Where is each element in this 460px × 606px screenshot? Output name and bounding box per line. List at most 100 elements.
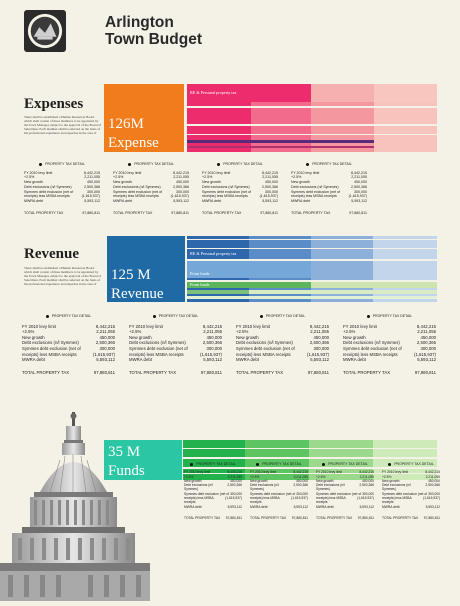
row-label: FY 2010 levy limit — [343, 323, 377, 329]
row-value: 300,000 — [87, 189, 100, 194]
total-value: 97,880,811 — [225, 515, 242, 520]
funds-total-block: 35 M Funds — [104, 440, 182, 480]
total-value: 97,880,811 — [423, 515, 440, 520]
row-value: 450,000 — [265, 180, 278, 185]
row-label: MWRA debt — [343, 357, 366, 363]
total-value: 97,880,811 — [291, 515, 308, 520]
row-label: +2.5% — [184, 474, 194, 479]
row-value: 2,211,055 — [417, 329, 436, 335]
row-label: FY 2010 levy limit — [202, 170, 231, 175]
tax-detail-column: PROPERTY TAX DETAIL FY 2010 levy limit 8,… — [250, 462, 308, 520]
row-value: 2,500,366 — [173, 184, 189, 189]
row-value: 2,500,366 — [84, 184, 100, 189]
row-value: 8,442,215 — [173, 170, 189, 175]
tax-detail-column: PROPERTY TAX DETAIL FY 2010 levy limit 8,… — [236, 314, 329, 375]
row-label: New growth — [129, 334, 152, 340]
row-label: FY 2010 levy limit — [291, 170, 320, 175]
row-value: 2,500,366 — [416, 340, 436, 346]
tax-detail-column: PROPERTY TAX DETAIL FY 2010 levy limit 8,… — [316, 462, 374, 520]
row-label: receipts) less MSBA receipts — [24, 194, 70, 199]
row-value: 8,442,215 — [309, 323, 329, 329]
row-value: 2,211,055 — [351, 175, 367, 180]
row-label: MWRA debt — [316, 504, 334, 509]
row-value: 450,000 — [206, 334, 222, 340]
total-label: TOTAL PROPERTY TAX — [250, 515, 287, 520]
row-label: New growth — [22, 334, 45, 340]
row-label: +2.5% — [250, 474, 260, 479]
row-value: 2,211,055 — [293, 474, 308, 479]
row-value: 8,442,215 — [351, 170, 367, 175]
row-label: MWRA debt — [250, 504, 268, 509]
row-value: 8,442,215 — [84, 170, 100, 175]
town-seal — [24, 10, 66, 52]
row-label: Debt exclusions (n/l Symmes) — [24, 184, 72, 189]
row-label: FY 2010 levy limit — [250, 470, 276, 475]
row-label: Symmes debt exclusion (net of — [184, 491, 230, 496]
row-value: 8,442,215 — [425, 470, 440, 475]
tax-detail-heading: PROPERTY TAX DETAIL — [129, 314, 222, 320]
tax-detail-heading: PROPERTY TAX DETAIL — [316, 462, 374, 466]
revenue-band-label-2: From funds — [190, 271, 210, 276]
expense-band-label: RE & Personal property tax — [190, 90, 237, 95]
row-label: Symmes debt exclusion (net of — [24, 189, 74, 194]
row-label: Debt exclusions (n/l Symmes) — [184, 483, 213, 492]
funds-bands — [183, 440, 437, 480]
row-value: 5,593,112 — [359, 504, 374, 509]
page-title: Arlington Town Budget — [105, 14, 202, 48]
row-label: Symmes debt exclusion (net of — [129, 345, 188, 351]
row-label: FY 2010 levy limit — [316, 470, 342, 475]
row-label: New growth — [250, 478, 268, 483]
row-label: MWRA debt — [202, 198, 222, 203]
row-label: MWRA debt — [113, 198, 133, 203]
row-label: MWRA debt — [382, 504, 400, 509]
total-label: TOTAL PROPERTY TAX — [113, 210, 153, 215]
row-value: 5,593,112 — [203, 357, 222, 363]
total-value: 97,880,811 — [93, 369, 115, 375]
revenue-heading: Revenue — [24, 246, 79, 262]
row-label: Symmes debt exclusion (net of — [250, 491, 296, 496]
total-value: 97,880,811 — [307, 369, 329, 375]
row-label: +2.5% — [202, 175, 213, 180]
row-label: MWRA debt — [22, 357, 45, 363]
row-label: +2.5% — [236, 329, 249, 335]
row-value: (1,615,937) — [423, 496, 440, 501]
total-value: 97,880,811 — [171, 210, 189, 215]
revenue-band-label-1: RE & Personal property tax — [190, 251, 237, 256]
row-label: Symmes debt exclusion (net of — [113, 189, 163, 194]
tax-detail-heading: PROPERTY TAX DETAIL — [250, 462, 308, 466]
total-value: 97,880,811 — [349, 210, 367, 215]
row-value: 5,593,112 — [227, 504, 242, 509]
expense-bands: RE & Personal property tax — [187, 84, 437, 152]
row-value: 2,500,366 — [425, 483, 440, 488]
row-label: FY 2010 levy limit — [22, 323, 56, 329]
funds-tax-details: PROPERTY TAX DETAIL FY 2010 levy limit 8,… — [184, 462, 440, 520]
revenue-bands: RE & Personal property tax From funds Fr… — [187, 236, 437, 302]
row-value: 2,211,055 — [173, 175, 189, 180]
row-label: +2.5% — [382, 474, 392, 479]
row-label: receipts) less MSBA receipts — [202, 194, 248, 199]
revenue-band-label-3: From funds — [190, 282, 210, 287]
row-value: 5,593,112 — [173, 198, 189, 203]
row-value: 450,000 — [354, 180, 367, 185]
tax-detail-column: PROPERTY TAX DETAIL FY 2010 levy limit 8,… — [24, 162, 100, 215]
row-value: 300,000 — [362, 491, 374, 496]
row-label: MWRA debt — [129, 357, 152, 363]
row-value: 8,442,215 — [227, 470, 242, 475]
row-value: 450,000 — [313, 334, 329, 340]
expense-amount: 126M — [108, 116, 144, 132]
row-label: Debt exclusions (n/l Symmes) — [291, 184, 339, 189]
row-value: (1,615,937) — [170, 194, 189, 199]
row-value: 450,000 — [176, 180, 189, 185]
total-label: TOTAL PROPERTY TAX — [129, 369, 177, 375]
row-value: 2,211,055 — [84, 175, 100, 180]
total-label: TOTAL PROPERTY TAX — [22, 369, 70, 375]
total-label: TOTAL PROPERTY TAX — [202, 210, 242, 215]
row-label: MWRA debt — [24, 198, 44, 203]
tax-detail-column: PROPERTY TAX DETAIL FY 2010 levy limit 8,… — [382, 462, 440, 520]
row-value: 300,000 — [354, 189, 367, 194]
capitol-icon — [0, 412, 150, 601]
row-value: 300,000 — [428, 491, 440, 496]
row-value: 300,000 — [230, 491, 242, 496]
row-label: MWRA debt — [236, 357, 259, 363]
row-value: (1,615,937) — [81, 194, 100, 199]
